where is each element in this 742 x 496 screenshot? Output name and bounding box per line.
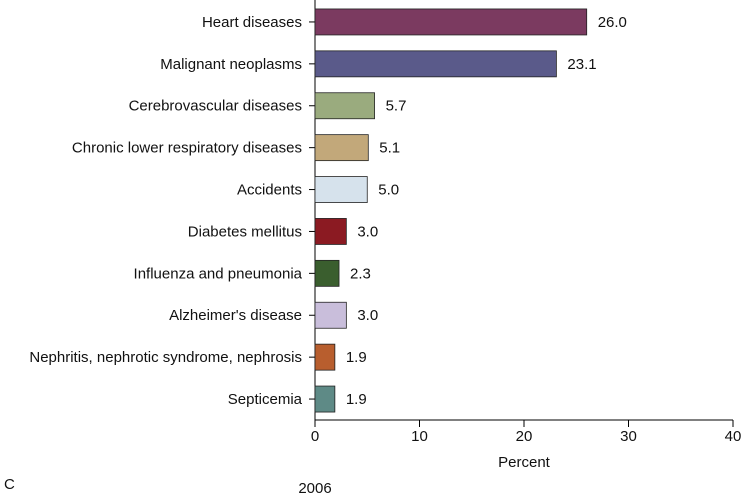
y-tick-label: Malignant neoplasms <box>160 56 302 73</box>
x-tick-label: 30 <box>620 428 637 445</box>
bar <box>314 176 368 203</box>
bar <box>314 301 347 329</box>
bar <box>314 259 340 287</box>
value-label: 3.0 <box>357 307 378 324</box>
bar <box>314 385 336 413</box>
y-tick-label: Cerebrovascular diseases <box>129 98 302 115</box>
bar <box>314 134 369 162</box>
y-tick-label: Influenza and pneumonia <box>134 265 303 282</box>
y-tick-label: Nephritis, nephrotic syndrome, nephrosis <box>29 349 302 366</box>
bar <box>314 8 588 36</box>
y-tick-label: Accidents <box>237 182 302 199</box>
year-label: 2006 <box>298 480 331 496</box>
value-label: 3.0 <box>357 223 378 240</box>
value-label: 1.9 <box>346 349 367 366</box>
bar <box>314 50 557 78</box>
panel-label: C <box>4 476 15 493</box>
bar <box>314 92 375 120</box>
y-tick-label: Diabetes mellitus <box>188 223 302 240</box>
x-axis-label: Percent <box>498 454 551 471</box>
value-label: 23.1 <box>567 56 596 73</box>
x-tick-label: 40 <box>725 428 742 445</box>
x-tick-label: 0 <box>311 428 319 445</box>
x-tick-label: 10 <box>411 428 428 445</box>
value-label: 5.1 <box>379 140 400 157</box>
bar <box>314 218 347 245</box>
x-tick-label: 20 <box>516 428 533 445</box>
value-label: 1.9 <box>346 391 367 408</box>
y-tick-label: Alzheimer's disease <box>169 307 302 324</box>
y-tick-label: Septicemia <box>228 391 303 408</box>
value-label: 2.3 <box>350 265 371 282</box>
bar <box>314 343 336 371</box>
value-label: 5.7 <box>386 98 407 115</box>
y-tick-label: Heart diseases <box>202 14 302 31</box>
value-label: 26.0 <box>598 14 627 31</box>
value-label: 5.0 <box>378 182 399 199</box>
y-tick-label: Chronic lower respiratory diseases <box>72 140 302 157</box>
